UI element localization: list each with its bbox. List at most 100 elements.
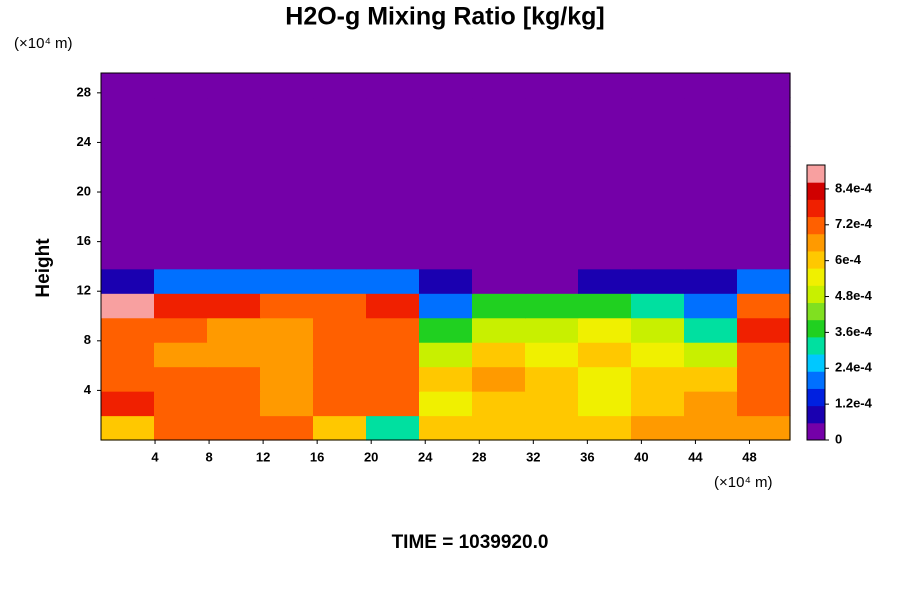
field-cell [737,415,791,441]
field-cell [684,170,738,196]
y-tick-label: 28 [77,84,91,99]
colorbar-band [807,422,825,441]
field-cell [419,219,473,245]
y-unit-label: (×10⁴ m) [14,35,73,52]
field-cell [260,195,314,221]
plot-frame [100,72,791,441]
field-cell [419,170,473,196]
field-cell [578,73,632,99]
field-cell [631,244,685,270]
y-tick-label: 8 [84,332,91,347]
field-cell [101,121,155,147]
x-tick-label: 40 [634,449,648,464]
x-tick-label: 4 [151,449,159,464]
field-cell [578,366,632,392]
colorbar-tick-label: 0 [835,431,842,446]
field-cell [207,195,261,221]
field-cell [684,342,738,368]
field-cell [525,170,579,196]
field-cell [472,121,526,147]
field-cell [578,317,632,343]
field-cell [525,366,579,392]
field-cell [366,121,420,147]
field-cell [313,293,367,319]
colorbar-tick-label: 4.8e-4 [835,288,873,303]
colorbar-band [807,216,825,235]
field-cell [207,97,261,123]
field-cell [313,391,367,417]
field-cell [154,170,208,196]
colorbar-tick-label: 6e-4 [835,252,862,267]
field-cell [154,268,208,294]
field-cell [154,195,208,221]
field-cell [101,97,155,123]
field-cell [737,342,791,368]
field-cell [207,146,261,172]
field-cell [313,73,367,99]
field-cell [419,97,473,123]
field-cell [737,219,791,245]
field-cell [207,121,261,147]
field-cell [313,146,367,172]
field-cell [260,415,314,441]
field-cell [684,146,738,172]
field-cell [525,97,579,123]
field-cell [154,121,208,147]
field-cell [419,342,473,368]
field-cell [578,121,632,147]
y-tick-label: 24 [77,134,92,149]
field-cell [366,244,420,270]
colorbar-band [807,388,825,407]
field-cell [578,415,632,441]
colorbar-band [807,336,825,355]
field-cell [525,244,579,270]
field-cell [737,73,791,99]
y-tick-label: 12 [77,283,91,298]
field-cell [472,366,526,392]
field-cell [472,146,526,172]
colorbar-band [807,268,825,286]
field-cell [366,317,420,343]
field-cell [313,244,367,270]
field-cell [260,97,314,123]
x-tick-label: 32 [526,449,540,464]
field-cell [419,293,473,319]
field-cell [366,219,420,245]
field-cell [578,391,632,417]
field-cell [472,293,526,319]
field-cell [313,121,367,147]
field-cell [366,146,420,172]
field-cell [366,293,420,319]
field-cell [737,366,791,392]
field-cell [154,366,208,392]
field-cell [525,391,579,417]
field-cell [101,195,155,221]
field-cell [737,268,791,294]
field-cell [207,366,261,392]
field-cell [631,317,685,343]
field-cell [366,73,420,99]
field-cell [313,170,367,196]
field-cell [366,366,420,392]
colorbar-band [807,302,825,321]
field-cell [101,170,155,196]
field-cell [472,73,526,99]
field-cell [101,268,155,294]
field-cell [737,391,791,417]
x-tick-label: 44 [688,449,703,464]
field-cell [207,342,261,368]
field-cell [154,342,208,368]
colorbar-band [807,354,825,372]
field-cell [366,268,420,294]
time-annotation: TIME = 1039920.0 [392,532,549,553]
field-cell [631,146,685,172]
field-cell [525,415,579,441]
field-cell [525,268,579,294]
field-cell [419,391,473,417]
colorbar-band [807,405,825,424]
field-cell [684,415,738,441]
field-cell [578,244,632,270]
x-tick-label: 28 [472,449,486,464]
field-cell [419,121,473,147]
